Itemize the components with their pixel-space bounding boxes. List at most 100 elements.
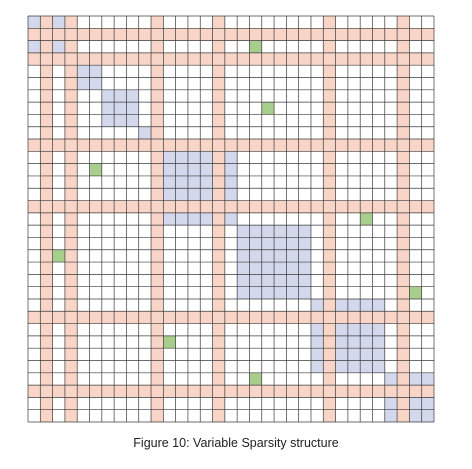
block-attention-cell xyxy=(101,114,115,127)
empty-cell xyxy=(163,225,176,238)
global-attention-cell xyxy=(77,28,90,41)
empty-cell xyxy=(360,286,373,299)
empty-cell xyxy=(347,40,361,53)
block-attention-cell xyxy=(224,163,238,176)
empty-cell xyxy=(126,163,139,176)
block-attention-cell xyxy=(261,262,275,275)
global-attention-cell xyxy=(323,40,336,53)
block-attention-cell xyxy=(101,89,115,103)
global-attention-cell xyxy=(28,311,41,324)
global-attention-cell xyxy=(187,28,201,41)
empty-cell xyxy=(335,286,348,299)
global-attention-cell xyxy=(409,385,422,398)
global-attention-cell xyxy=(261,385,275,398)
empty-cell xyxy=(360,77,373,90)
empty-cell xyxy=(187,114,201,127)
global-attention-cell xyxy=(323,262,336,275)
empty-cell xyxy=(187,237,201,250)
empty-cell xyxy=(360,114,373,127)
empty-cell xyxy=(237,175,250,189)
empty-cell xyxy=(274,335,287,349)
empty-cell xyxy=(101,126,115,140)
empty-cell xyxy=(52,126,65,140)
empty-cell xyxy=(360,102,373,115)
global-attention-cell xyxy=(212,286,225,299)
global-attention-cell xyxy=(323,151,336,164)
random-attention-cell xyxy=(52,249,65,263)
empty-cell xyxy=(163,89,176,103)
global-attention-cell xyxy=(64,126,78,140)
global-attention-cell xyxy=(151,360,164,373)
global-attention-cell xyxy=(212,200,225,213)
empty-cell xyxy=(347,114,361,127)
global-attention-cell xyxy=(323,323,336,336)
empty-cell xyxy=(138,102,152,115)
block-attention-cell xyxy=(249,286,262,299)
global-attention-cell xyxy=(397,151,410,164)
block-attention-cell xyxy=(261,237,275,250)
empty-cell xyxy=(347,16,361,29)
empty-cell xyxy=(200,65,213,78)
empty-cell xyxy=(126,274,139,287)
block-attention-cell xyxy=(175,163,188,176)
empty-cell xyxy=(77,397,90,410)
empty-cell xyxy=(224,274,238,287)
global-attention-cell xyxy=(323,65,336,78)
global-attention-cell xyxy=(397,311,410,324)
global-attention-cell xyxy=(64,139,78,152)
empty-cell xyxy=(224,409,238,422)
global-attention-cell xyxy=(397,274,410,287)
global-attention-cell xyxy=(138,385,152,398)
global-attention-cell xyxy=(261,28,275,41)
empty-cell xyxy=(347,372,361,386)
empty-cell xyxy=(163,360,176,373)
empty-cell xyxy=(384,16,398,29)
empty-cell xyxy=(138,360,152,373)
empty-cell xyxy=(138,274,152,287)
global-attention-cell xyxy=(101,28,115,41)
empty-cell xyxy=(261,335,275,349)
global-attention-cell xyxy=(274,139,287,152)
empty-cell xyxy=(28,298,41,312)
empty-cell xyxy=(114,212,127,226)
global-attention-cell xyxy=(397,163,410,176)
global-attention-cell xyxy=(151,262,164,275)
empty-cell xyxy=(28,212,41,226)
empty-cell xyxy=(237,114,250,127)
global-attention-cell xyxy=(212,372,225,386)
global-attention-cell xyxy=(298,28,311,41)
empty-cell xyxy=(114,16,127,29)
empty-cell xyxy=(187,249,201,263)
empty-cell xyxy=(52,323,65,336)
empty-cell xyxy=(384,360,398,373)
empty-cell xyxy=(298,348,311,361)
empty-cell xyxy=(77,335,90,349)
empty-cell xyxy=(77,348,90,361)
global-attention-cell xyxy=(212,262,225,275)
global-attention-cell xyxy=(212,114,225,127)
empty-cell xyxy=(310,262,324,275)
empty-cell xyxy=(384,126,398,140)
empty-cell xyxy=(409,163,422,176)
empty-cell xyxy=(421,89,434,103)
empty-cell xyxy=(114,335,127,349)
empty-cell xyxy=(89,397,102,410)
empty-cell xyxy=(187,65,201,78)
empty-cell xyxy=(77,409,90,422)
empty-cell xyxy=(421,335,434,349)
global-attention-cell xyxy=(64,212,78,226)
global-attention-cell xyxy=(212,311,225,324)
block-attention-cell xyxy=(261,225,275,238)
global-attention-cell xyxy=(64,163,78,176)
empty-cell xyxy=(298,188,311,201)
global-attention-cell xyxy=(64,102,78,115)
block-attention-cell xyxy=(360,323,373,336)
empty-cell xyxy=(28,151,41,164)
global-attention-cell xyxy=(40,311,53,324)
empty-cell xyxy=(360,225,373,238)
global-attention-cell xyxy=(151,200,164,213)
empty-cell xyxy=(409,89,422,103)
empty-cell xyxy=(224,237,238,250)
global-attention-cell xyxy=(237,200,250,213)
empty-cell xyxy=(101,16,115,29)
